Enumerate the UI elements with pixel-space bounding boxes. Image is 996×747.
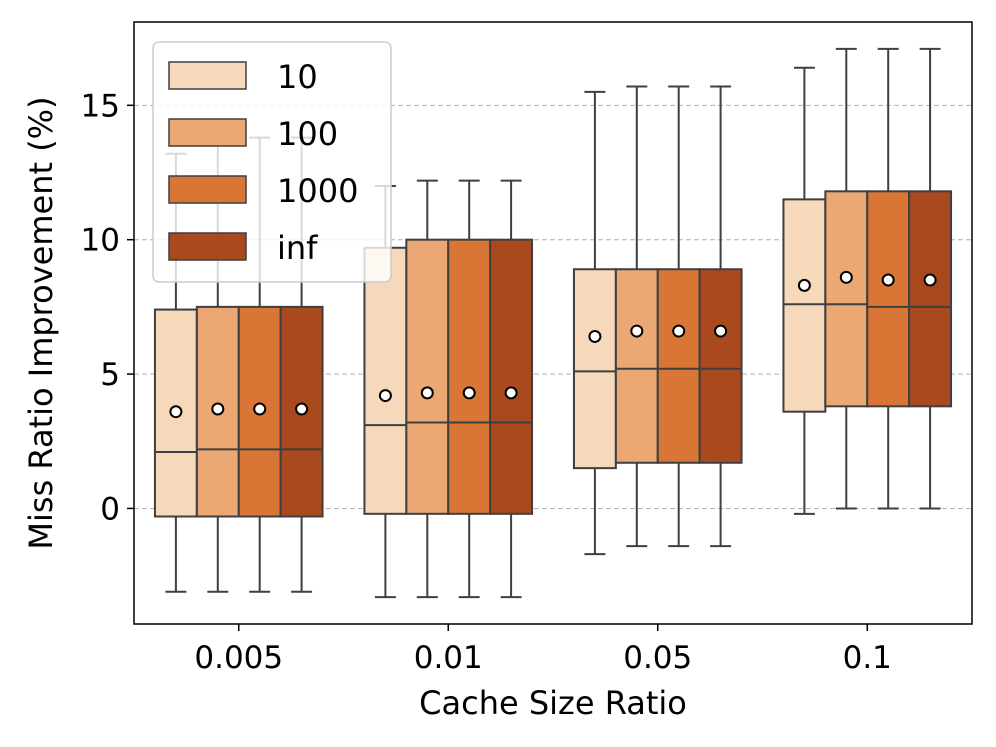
iqr-box	[489, 238, 534, 515]
iqr-box	[824, 190, 869, 408]
legend-label-10: 10	[277, 58, 318, 96]
mean-marker	[420, 386, 434, 400]
mean-marker	[504, 386, 518, 400]
box-100-0.1	[824, 47, 869, 510]
box-1000-0.05	[656, 85, 701, 548]
mean-marker	[378, 389, 392, 403]
iqr-box	[782, 198, 827, 413]
x-axis-label: Cache Size Ratio	[419, 684, 687, 722]
box-groups	[153, 47, 953, 599]
iqr-box	[656, 268, 701, 464]
box-inf-0.01	[489, 179, 534, 599]
y-tick-label: 15	[81, 88, 120, 124]
box-10-0.1	[782, 66, 827, 515]
y-tick-label: 5	[100, 357, 120, 393]
legend-swatch-10	[168, 61, 247, 90]
y-axis-label: Miss Ratio Improvement (%)	[22, 96, 60, 549]
box-1000-0.1	[866, 47, 911, 510]
iqr-box	[572, 268, 617, 470]
iqr-box	[447, 238, 492, 515]
iqr-box	[363, 246, 408, 515]
legend-frame	[152, 41, 392, 283]
plot-frame	[133, 21, 973, 625]
mean-marker	[839, 270, 853, 284]
axis-ticks: 0 5 10 15 0.005 0.01 0.05 0.1	[81, 88, 892, 676]
mean-marker	[169, 405, 183, 419]
box-10-0.005	[153, 152, 198, 593]
x-tick-label: 0.005	[194, 640, 283, 676]
mean-marker	[797, 278, 811, 292]
legend-swatch-100	[168, 118, 247, 147]
mean-marker	[923, 273, 937, 287]
iqr-box	[614, 268, 659, 464]
y-tick-label: 0	[100, 491, 120, 527]
legend-label-100: 100	[277, 115, 338, 153]
mean-marker	[714, 324, 728, 338]
legend-swatch-1000	[168, 175, 247, 204]
box-10-0.05	[572, 90, 617, 556]
iqr-box	[698, 268, 743, 464]
x-tick-label: 0.01	[414, 640, 483, 676]
box-inf-0.005	[279, 136, 324, 593]
mean-marker	[211, 402, 225, 416]
x-tick-label: 0.05	[623, 640, 692, 676]
box-inf-0.05	[698, 85, 743, 548]
mean-marker	[881, 273, 895, 287]
mean-marker	[630, 324, 644, 338]
iqr-box	[237, 305, 282, 518]
box-inf-0.1	[908, 47, 953, 510]
mean-marker	[295, 402, 309, 416]
legend: 10 100 1000 inf	[152, 41, 392, 283]
mean-marker	[672, 324, 686, 338]
iqr-box	[908, 190, 953, 408]
legend-label-inf: inf	[277, 229, 318, 267]
y-tick-label: 10	[81, 223, 120, 259]
box-100-0.05	[614, 85, 659, 548]
mean-marker	[588, 329, 602, 343]
mean-marker	[462, 386, 476, 400]
iqr-box	[866, 190, 911, 408]
box-1000-0.01	[447, 179, 492, 599]
mean-marker	[253, 402, 267, 416]
legend-label-1000: 1000	[277, 172, 358, 210]
iqr-box	[405, 238, 450, 515]
x-tick-label: 0.1	[843, 640, 892, 676]
box-100-0.01	[405, 179, 450, 599]
legend-swatch-inf	[168, 232, 247, 261]
